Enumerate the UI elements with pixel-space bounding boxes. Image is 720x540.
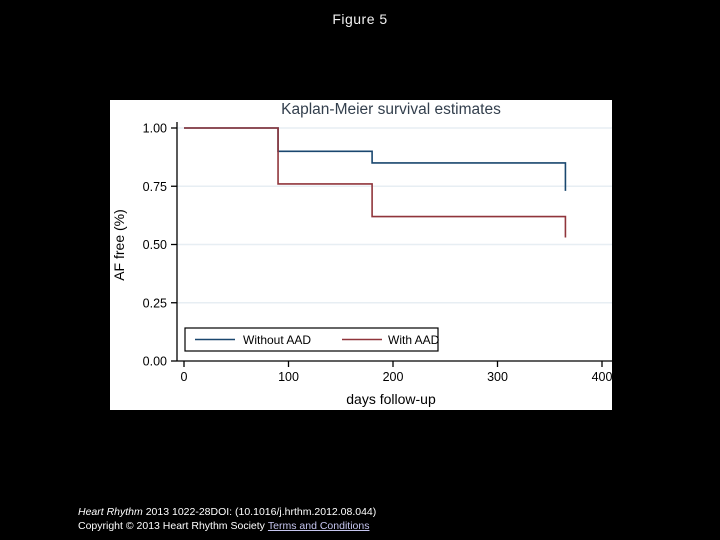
tick-labels: 1.00 0.75 0.50 0.25 0.00 0 100 200 300 400 bbox=[143, 122, 612, 385]
journal-name: Heart Rhythm bbox=[78, 506, 143, 518]
tick-marks bbox=[171, 127, 603, 367]
x-tick-label: 100 bbox=[278, 370, 299, 384]
figure-title: Figure 5 bbox=[332, 11, 388, 27]
y-axis-label: AF free (%) bbox=[111, 209, 127, 281]
footer: Heart Rhythm 2013 1022-28DOI: (10.1016/j… bbox=[78, 506, 376, 533]
legend-label-without-aad: Without AAD bbox=[243, 333, 311, 347]
terms-and-conditions-link[interactable]: Terms and Conditions bbox=[267, 519, 370, 532]
series-without-aad bbox=[184, 127, 567, 191]
y-tick-label: 0.25 bbox=[143, 296, 167, 310]
copyright-line: Copyright © 2013 Heart Rhythm Society Ter… bbox=[78, 520, 376, 534]
km-figure-panel: 1.00 0.75 0.50 0.25 0.00 0 100 200 300 400 Kaplan… bbox=[110, 100, 612, 410]
x-tick-label: 300 bbox=[487, 370, 508, 384]
legend-label-with-aad: With AAD bbox=[388, 333, 440, 347]
y-tick-label: 0.75 bbox=[143, 180, 167, 194]
citation-line: Heart Rhythm 2013 1022-28DOI: (10.1016/j… bbox=[78, 506, 376, 520]
series-lines bbox=[184, 127, 567, 238]
x-axis-label: days follow-up bbox=[346, 391, 436, 407]
axes bbox=[176, 122, 612, 362]
km-chart-svg: 1.00 0.75 0.50 0.25 0.00 0 100 200 300 400 Kaplan… bbox=[111, 101, 612, 407]
x-tick-label: 400 bbox=[592, 370, 612, 384]
x-tick-label: 0 bbox=[181, 370, 188, 384]
series-with-aad bbox=[184, 127, 567, 238]
x-tick-label: 200 bbox=[383, 370, 404, 384]
y-tick-label: 1.00 bbox=[143, 122, 167, 136]
chart-title: Kaplan-Meier survival estimates bbox=[281, 101, 501, 118]
y-tick-label: 0.00 bbox=[143, 355, 167, 369]
citation-text: 2013 1022-28DOI: (10.1016/j.hrthm.2012.0… bbox=[142, 506, 377, 518]
legend: Without AAD With AAD bbox=[184, 327, 440, 352]
legend-box bbox=[184, 327, 439, 352]
y-tick-label: 0.50 bbox=[143, 238, 167, 252]
copyright-text: Copyright © 2013 Heart Rhythm Society bbox=[78, 519, 265, 532]
gridlines bbox=[177, 127, 612, 304]
